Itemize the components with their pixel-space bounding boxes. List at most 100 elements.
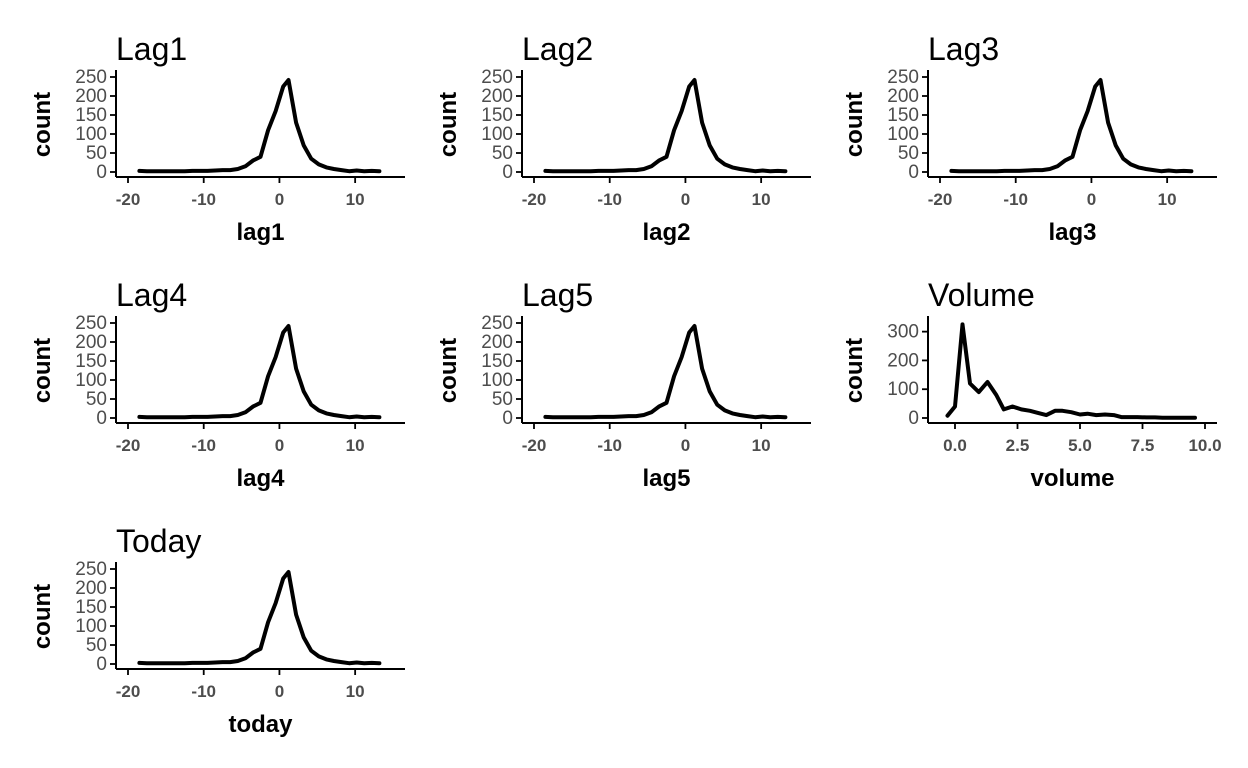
x-tick-label: 5.0 bbox=[1068, 436, 1092, 455]
facet-title: Volume bbox=[928, 277, 1035, 313]
y-axis-title: count bbox=[841, 338, 868, 403]
x-tick-label: -10 bbox=[597, 190, 622, 209]
frequency-line bbox=[945, 322, 1197, 420]
y-tick-label: 100 bbox=[75, 124, 107, 145]
y-tick-label: 0 bbox=[96, 408, 107, 429]
y-axis-title: count bbox=[435, 92, 462, 157]
y-tick-label: 200 bbox=[75, 578, 107, 599]
x-tick-label: 7.5 bbox=[1131, 436, 1155, 455]
y-tick-label: 200 bbox=[75, 332, 107, 353]
x-tick-label: -10 bbox=[1003, 190, 1028, 209]
y-axis-title: count bbox=[435, 338, 462, 403]
x-tick-label: -20 bbox=[116, 436, 141, 455]
x-tick-label: 10 bbox=[752, 436, 771, 455]
x-axis-title: lag3 bbox=[1048, 219, 1096, 246]
y-tick-label: 0 bbox=[502, 162, 513, 183]
facet-title: Lag5 bbox=[522, 277, 593, 313]
x-tick-label: 0 bbox=[681, 436, 690, 455]
x-axis-title: today bbox=[228, 711, 293, 738]
y-tick-label: 100 bbox=[481, 370, 513, 391]
y-axis-title: count bbox=[29, 584, 56, 649]
x-axis-title: lag4 bbox=[236, 465, 285, 492]
y-tick-label: 50 bbox=[898, 143, 919, 164]
frequency-line bbox=[137, 324, 382, 420]
x-tick-label: -10 bbox=[191, 190, 216, 209]
facet-panel-6: Volume 0 100 200 300 0.0 2.5 5.0 7.5 10.0 volume co… bbox=[841, 277, 1222, 492]
frequency-line bbox=[137, 78, 382, 174]
frequency-line bbox=[543, 324, 788, 420]
y-tick-label: 150 bbox=[75, 597, 107, 618]
y-tick-label: 250 bbox=[481, 313, 513, 334]
y-tick-label: 250 bbox=[75, 67, 107, 88]
x-tick-label: 10.0 bbox=[1188, 436, 1221, 455]
y-tick-label: 100 bbox=[887, 124, 919, 145]
x-axis-title: lag2 bbox=[642, 219, 690, 246]
x-tick-label: -10 bbox=[191, 436, 216, 455]
x-tick-label: -20 bbox=[522, 190, 547, 209]
x-tick-label: 10 bbox=[346, 436, 365, 455]
x-axis-title: lag5 bbox=[642, 465, 690, 492]
x-tick-label: 0 bbox=[275, 190, 284, 209]
frequency-line bbox=[543, 78, 788, 174]
y-tick-label: 100 bbox=[75, 370, 107, 391]
y-tick-label: 50 bbox=[86, 389, 107, 410]
y-tick-label: 50 bbox=[492, 389, 513, 410]
x-tick-label: 10 bbox=[346, 190, 365, 209]
x-tick-label: -10 bbox=[597, 436, 622, 455]
frequency-line bbox=[949, 78, 1194, 174]
x-tick-label: 0 bbox=[275, 682, 284, 701]
x-tick-label: 0.0 bbox=[943, 436, 967, 455]
y-tick-label: 100 bbox=[481, 124, 513, 145]
facet-title: Today bbox=[116, 523, 201, 559]
y-tick-label: 0 bbox=[96, 162, 107, 183]
y-axis-title: count bbox=[29, 338, 56, 403]
y-tick-label: 200 bbox=[887, 350, 919, 371]
x-tick-label: 0 bbox=[1087, 190, 1096, 209]
y-tick-label: 250 bbox=[887, 67, 919, 88]
x-tick-label: 0 bbox=[275, 436, 284, 455]
y-tick-label: 50 bbox=[86, 143, 107, 164]
y-tick-label: 0 bbox=[908, 162, 919, 183]
y-tick-label: 0 bbox=[96, 654, 107, 675]
y-tick-label: 0 bbox=[502, 408, 513, 429]
y-tick-label: 0 bbox=[908, 408, 919, 429]
x-tick-label: 0 bbox=[681, 190, 690, 209]
x-axis-title: lag1 bbox=[236, 219, 284, 246]
y-tick-label: 150 bbox=[75, 105, 107, 126]
y-tick-label: 200 bbox=[481, 332, 513, 353]
frequency-line bbox=[137, 570, 382, 666]
y-tick-label: 150 bbox=[887, 105, 919, 126]
y-tick-label: 200 bbox=[887, 86, 919, 107]
x-tick-label: -10 bbox=[191, 682, 216, 701]
y-tick-label: 150 bbox=[75, 351, 107, 372]
facet-title: Lag2 bbox=[522, 31, 593, 67]
x-tick-label: 10 bbox=[346, 682, 365, 701]
x-tick-label: -20 bbox=[928, 190, 953, 209]
y-axis-title: count bbox=[841, 92, 868, 157]
facet-title: Lag1 bbox=[116, 31, 187, 67]
y-tick-label: 100 bbox=[887, 379, 919, 400]
y-tick-label: 250 bbox=[75, 559, 107, 580]
x-axis-title: volume bbox=[1030, 465, 1114, 492]
x-tick-label: -20 bbox=[116, 682, 141, 701]
y-axis-title: count bbox=[29, 92, 56, 157]
y-tick-label: 150 bbox=[481, 351, 513, 372]
y-tick-label: 50 bbox=[86, 635, 107, 656]
facet-title: Lag3 bbox=[928, 31, 999, 67]
y-tick-label: 200 bbox=[481, 86, 513, 107]
y-tick-label: 200 bbox=[75, 86, 107, 107]
y-tick-label: 150 bbox=[481, 105, 513, 126]
y-tick-label: 50 bbox=[492, 143, 513, 164]
y-tick-label: 100 bbox=[75, 616, 107, 637]
x-tick-label: -20 bbox=[522, 436, 547, 455]
facet-title: Lag4 bbox=[116, 277, 187, 313]
x-tick-label: -20 bbox=[116, 190, 141, 209]
x-tick-label: 10 bbox=[1158, 190, 1177, 209]
x-tick-label: 10 bbox=[752, 190, 771, 209]
